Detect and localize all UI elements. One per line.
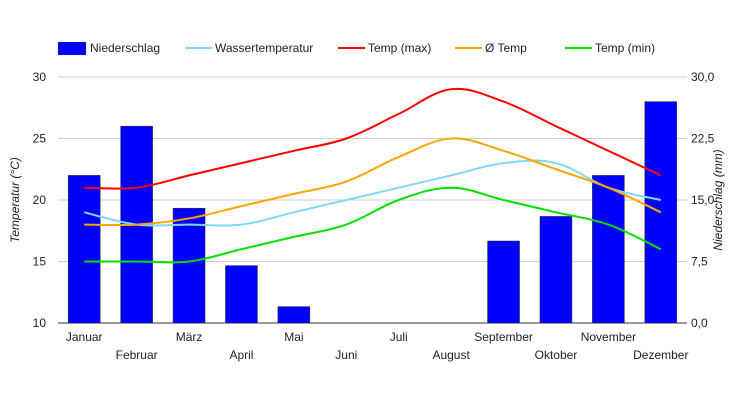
x-tick-label: Februar xyxy=(116,348,158,362)
y-left-axis-title: Temperatur (°C) xyxy=(8,157,22,243)
temperature-lines xyxy=(83,87,662,264)
legend-label: Wassertemperatur xyxy=(215,41,313,55)
precipitation-bar xyxy=(67,175,101,324)
x-tick-label: Juni xyxy=(335,348,357,362)
legend-label: Temp (min) xyxy=(595,41,655,55)
x-tick-label: Oktober xyxy=(535,348,578,362)
y-right-tick-label: 15,0 xyxy=(691,193,715,207)
x-tick-label: Juli xyxy=(390,330,408,344)
x-tick-label: Dezember xyxy=(633,348,688,362)
axes: 10 0,0 15 7,5 20 15,0 25 22,5 30 30,0 Temperatur (… xyxy=(8,70,725,362)
precipitation-bar xyxy=(225,265,258,324)
x-tick-label: November xyxy=(581,330,636,344)
series-line xyxy=(83,159,662,227)
y-left-tick-label: 20 xyxy=(33,193,47,207)
series-line xyxy=(84,87,662,190)
x-tick-label: April xyxy=(229,348,253,362)
legend-swatch-precipitation xyxy=(58,42,86,55)
legend-label: Niederschlag xyxy=(90,41,160,55)
y-left-tick-label: 15 xyxy=(33,255,47,269)
legend-label: Ø Temp xyxy=(485,41,527,55)
y-right-tick-label: 30,0 xyxy=(691,70,715,84)
y-left-tick-label: 30 xyxy=(33,70,47,84)
series-line xyxy=(84,186,662,264)
x-tick-label: September xyxy=(474,330,533,344)
precipitation-bar xyxy=(487,240,520,324)
legend: Niederschlag Wassertemperatur Temp (max) Ø … xyxy=(58,41,655,55)
y-right-tick-label: 0,0 xyxy=(691,316,708,330)
legend-label: Temp (max) xyxy=(368,41,431,55)
x-tick-label: März xyxy=(176,330,203,344)
x-tick-label: Mai xyxy=(284,330,303,344)
y-right-tick-label: 7,5 xyxy=(691,255,708,269)
precipitation-bar xyxy=(539,216,573,324)
y-right-tick-label: 22,5 xyxy=(691,132,715,146)
precipitation-bar xyxy=(592,175,625,324)
series-line xyxy=(84,137,662,227)
precipitation-bar xyxy=(172,207,206,324)
y-right-axis-title: Niederschlag (mm) xyxy=(711,149,725,250)
y-left-tick-label: 25 xyxy=(33,132,47,146)
x-tick-label: August xyxy=(432,348,470,362)
x-tick-label: Januar xyxy=(66,330,103,344)
precipitation-bar xyxy=(277,306,311,324)
y-left-tick-label: 10 xyxy=(33,316,47,330)
